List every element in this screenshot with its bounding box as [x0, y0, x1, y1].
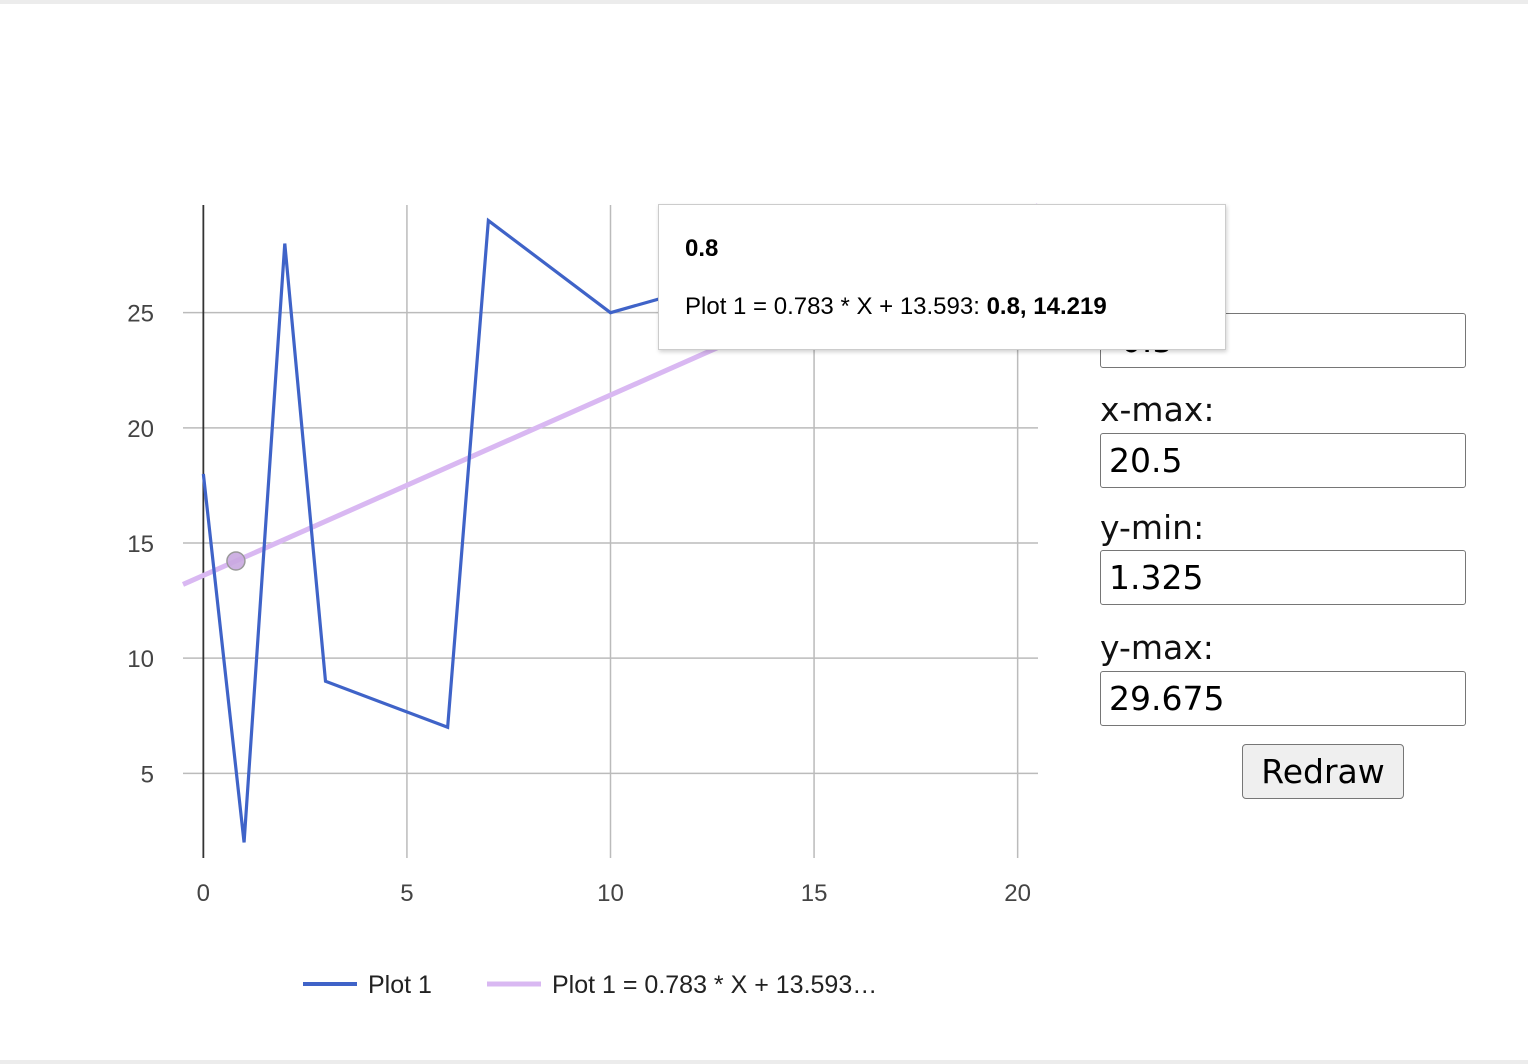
- y-tick-label: 20: [127, 416, 154, 443]
- legend-label-trendline: Plot 1 = 0.783 * X + 13.593…: [552, 971, 877, 999]
- redraw-button[interactable]: Redraw: [1242, 744, 1404, 799]
- y-max-label: y-max:: [1100, 628, 1214, 667]
- y-min-label: y-min:: [1100, 508, 1205, 547]
- gridlines: [183, 205, 1038, 858]
- tooltip-series-row: Plot 1 = 0.783 * X + 13.593: 0.8, 14.219: [685, 293, 1107, 321]
- y-tick-label: 15: [127, 531, 154, 558]
- x-tick-label: 0: [197, 880, 210, 907]
- x-tick-label: 10: [597, 880, 624, 907]
- highlighted-point: [226, 551, 246, 571]
- y-tick-label: 5: [141, 761, 154, 788]
- y-min-input[interactable]: [1100, 550, 1466, 605]
- chart-tooltip: 0.8 Plot 1 = 0.783 * X + 13.593: 0.8, 14…: [658, 204, 1226, 350]
- y-max-input[interactable]: [1100, 671, 1466, 726]
- x-max-label: x-max:: [1100, 390, 1215, 429]
- axes: 0 5 10 15 20 5 10 15 20 25: [127, 205, 1031, 907]
- y-tick-label: 10: [127, 646, 154, 673]
- tooltip-x-value: 0.8: [685, 235, 719, 262]
- tooltip-point-value: 0.8, 14.219: [986, 293, 1107, 320]
- legend: Plot 1 Plot 1 = 0.783 * X + 13.593…: [303, 971, 877, 999]
- legend-label-plot-1: Plot 1: [368, 971, 432, 999]
- y-tick-label: 25: [127, 301, 154, 328]
- x-tick-label: 20: [1004, 880, 1031, 907]
- x-tick-label: 5: [400, 880, 413, 907]
- tooltip-series-label: Plot 1 = 0.783 * X + 13.593:: [685, 293, 987, 320]
- plot-1-series-line: [201, 217, 693, 843]
- x-max-input[interactable]: [1100, 433, 1466, 488]
- x-tick-label: 15: [801, 880, 828, 907]
